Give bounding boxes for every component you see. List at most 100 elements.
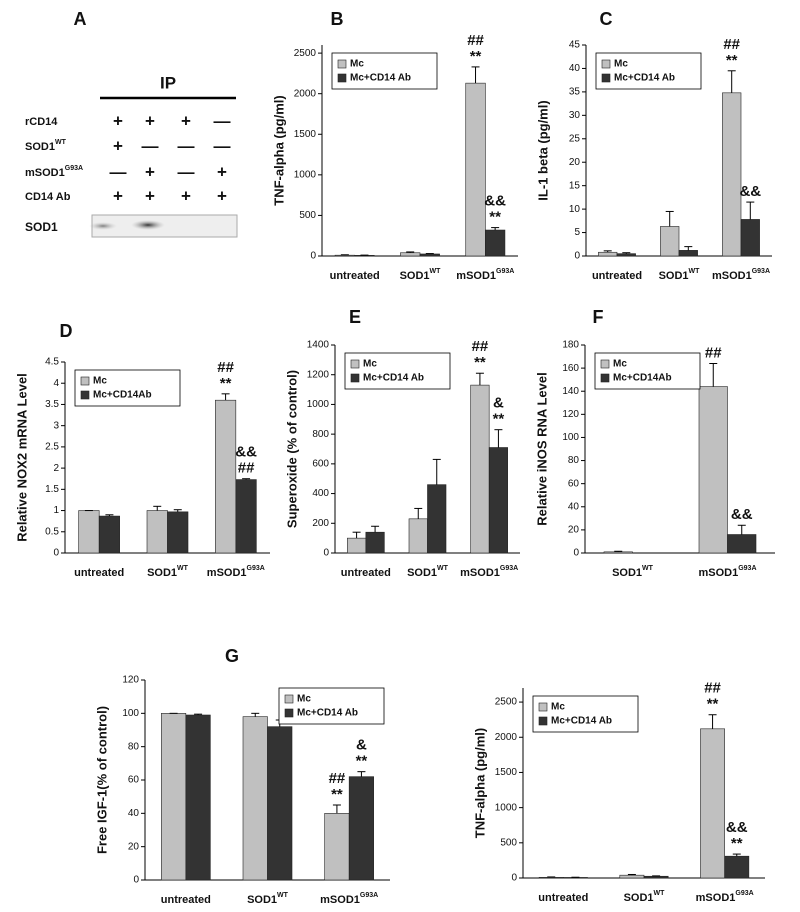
y-tick-label: 800: [312, 429, 329, 440]
label-superscript: WT: [437, 565, 449, 572]
y-tick-label: 0: [573, 548, 579, 559]
bar: [722, 92, 742, 257]
y-tick-label: 0: [511, 873, 517, 884]
significance-mark: &&: [484, 193, 506, 210]
legend-label: Mc: [297, 694, 311, 705]
y-tick-label: 10: [569, 204, 581, 215]
error-bar: [614, 550, 623, 552]
y-tick-label: 1000: [307, 399, 330, 410]
significance-mark: **: [470, 48, 482, 65]
y-tick-label: 1400: [307, 340, 330, 351]
error-bar: [627, 873, 636, 876]
bar: [598, 251, 618, 257]
panel-label: F: [593, 307, 604, 327]
bar: [185, 714, 211, 881]
significance-mark: &&: [739, 183, 761, 200]
blot-cell: +: [217, 186, 227, 205]
significance-mark: **: [731, 835, 743, 852]
y-axis-label: Relative NOX2 mRNA Level: [14, 373, 29, 542]
y-tick-label: 0: [133, 875, 139, 886]
y-axis-label: TNF-alpha (pg/ml): [271, 95, 286, 206]
legend-label: Mc: [551, 702, 565, 713]
bar: [78, 510, 100, 554]
y-tick-label: 3: [53, 420, 59, 431]
label: SOD1: [659, 270, 689, 282]
label: untreated: [330, 270, 380, 282]
y-tick-label: 200: [312, 518, 329, 529]
label: SOD1: [407, 567, 437, 579]
legend-label: Mc+CD14 Ab: [551, 716, 612, 727]
label-superscript: G93A: [752, 268, 770, 275]
legend-swatch: [284, 694, 294, 704]
y-tick-label: 160: [562, 363, 579, 374]
legend-label: Mc+CD14 Ab: [363, 373, 424, 384]
label: SOD1: [147, 567, 177, 579]
error-bar: [173, 509, 182, 512]
y-tick-label: 1: [53, 505, 59, 516]
label: untreated: [74, 567, 124, 579]
panel-label: B: [331, 9, 344, 29]
error-bar: [332, 804, 341, 814]
error-bar: [665, 210, 674, 227]
y-tick-label: 40: [128, 808, 140, 819]
panel-label: G: [225, 646, 239, 666]
y-axis-label: Relative iNOS RNA Level: [534, 372, 549, 525]
y-tick-label: 4: [53, 378, 59, 389]
y-tick-label: 1200: [307, 369, 330, 380]
y-tick-label: 0: [53, 548, 59, 559]
error-bar: [737, 524, 746, 535]
y-tick-label: 0.5: [45, 526, 59, 537]
blot-cell: +: [181, 186, 191, 205]
y-tick-label: 80: [128, 741, 140, 752]
significance-mark: ##: [467, 32, 484, 49]
legend-box: [594, 352, 701, 390]
error-bar: [491, 227, 500, 231]
bar: [334, 254, 355, 257]
label-superscript: G93A: [360, 892, 378, 899]
bar: [698, 386, 728, 554]
y-tick-label: 40: [568, 501, 580, 512]
blot-cell: —: [214, 111, 231, 130]
y-tick-label: 1000: [495, 802, 518, 813]
error-bar: [221, 393, 230, 401]
y-tick-label: 4.5: [45, 357, 59, 368]
bar: [215, 399, 237, 554]
bar: [408, 518, 428, 554]
legend-swatch: [337, 59, 347, 69]
legend-label: Mc: [614, 59, 628, 70]
bar: [616, 253, 636, 257]
bar: [465, 82, 486, 257]
error-bar: [414, 507, 423, 519]
blot-cell: —: [142, 136, 159, 155]
label-superscript: G93A: [247, 565, 265, 572]
y-tick-label: 2000: [495, 732, 518, 743]
legend-box: [532, 695, 639, 733]
blot-cell: —: [214, 136, 231, 155]
error-bar: [352, 531, 361, 539]
label-superscript: WT: [689, 268, 701, 275]
legend-swatch: [80, 376, 90, 386]
label: mSOD1: [460, 567, 500, 579]
bar: [400, 252, 421, 257]
legend-box: [344, 352, 451, 390]
error-bar: [242, 478, 251, 480]
panel-label: E: [349, 307, 361, 327]
y-tick-label: 140: [562, 386, 579, 397]
legend-swatch: [538, 702, 548, 712]
legend-label: Mc+CD14 Ab: [350, 73, 411, 84]
legend-swatch: [80, 390, 90, 400]
blot-cell: +: [113, 136, 123, 155]
blot-cell: +: [145, 162, 155, 181]
y-tick-label: 600: [312, 458, 329, 469]
label: mSOD1: [207, 567, 247, 579]
significance-mark: ##: [238, 460, 255, 477]
legend-label: Mc: [350, 59, 364, 70]
legend-swatch: [284, 708, 294, 718]
error-bar: [727, 70, 736, 93]
label: untreated: [538, 892, 588, 904]
label: mSOD1: [696, 892, 736, 904]
legend-label: Mc+CD14Ab: [613, 373, 672, 384]
error-bar: [371, 525, 380, 533]
significance-mark: &&: [235, 444, 257, 461]
